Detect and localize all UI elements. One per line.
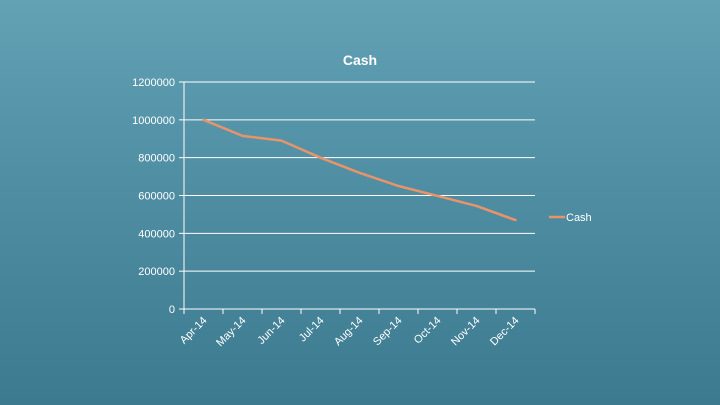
legend-label: Cash bbox=[566, 212, 592, 224]
series-line-cash bbox=[202, 118, 517, 222]
y-tick-label: 800000 bbox=[138, 153, 175, 165]
y-tick-label: 200000 bbox=[138, 266, 175, 278]
chart-title: Cash bbox=[343, 52, 377, 68]
x-tick-label: Jul-14 bbox=[297, 315, 327, 345]
y-tick-label: 400000 bbox=[138, 228, 175, 240]
x-tick-label: Sep-14 bbox=[371, 315, 405, 349]
y-tick-label: 0 bbox=[169, 304, 175, 316]
y-tick-label: 1200000 bbox=[132, 77, 175, 89]
x-tick-label: Aug-14 bbox=[332, 315, 366, 349]
x-tick-label: Apr-14 bbox=[178, 315, 210, 347]
x-tick-label: Jun-14 bbox=[255, 315, 287, 347]
x-tick-label: Dec-14 bbox=[488, 315, 522, 349]
x-tick-label: Oct-14 bbox=[412, 315, 444, 347]
x-tick-label: Nov-14 bbox=[449, 315, 483, 349]
y-tick-label: 600000 bbox=[138, 191, 175, 203]
gridlines bbox=[184, 81, 535, 272]
series-lines bbox=[202, 118, 517, 222]
y-tick-label: 1000000 bbox=[132, 115, 175, 127]
x-tick-label: May-14 bbox=[214, 315, 248, 349]
legend: Cash bbox=[549, 212, 592, 224]
axes: 0 200000 400000 600000 800000 1000000 1200000 A… bbox=[132, 77, 536, 349]
